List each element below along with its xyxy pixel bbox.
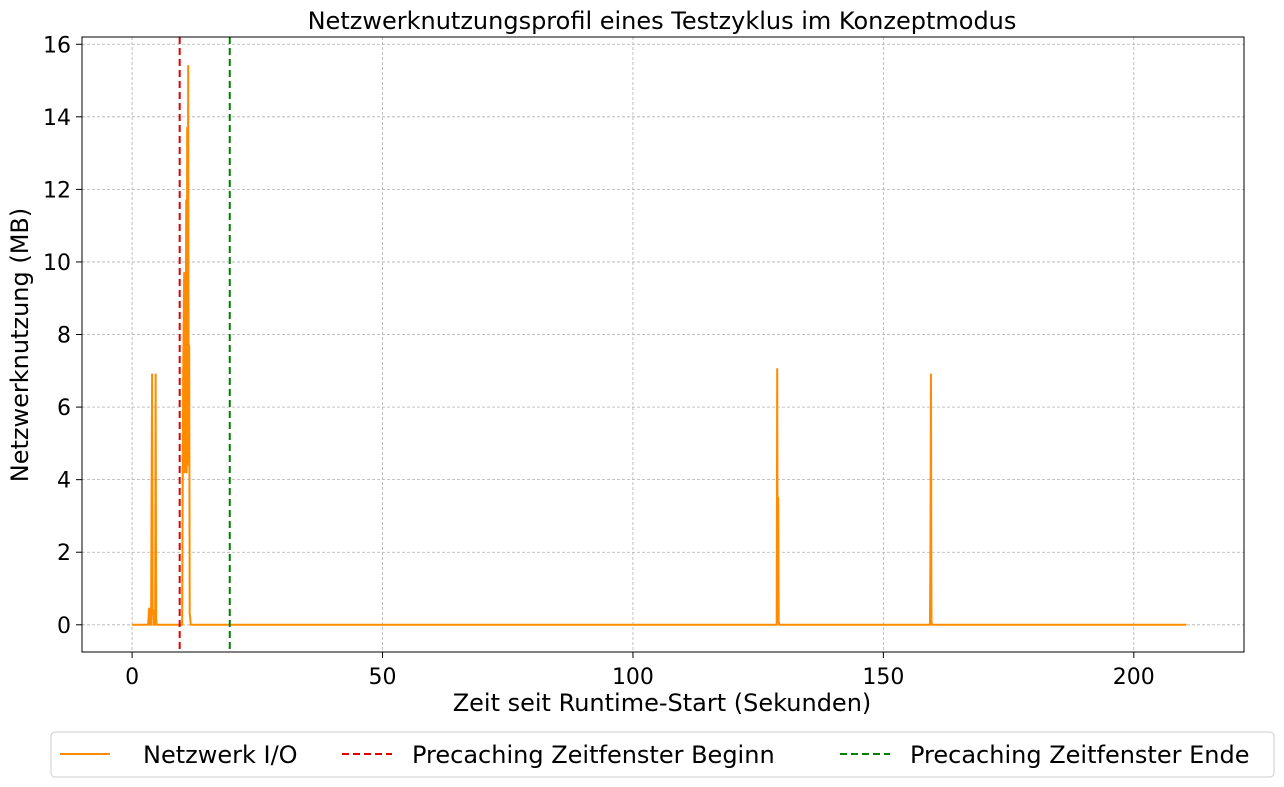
y-tick-label: 14 [43,106,71,131]
y-tick-label: 6 [57,396,71,421]
y-tick-label: 4 [57,469,71,494]
x-axis: 0 50 100 150 200 [125,652,1155,690]
x-tick-label: 100 [612,665,654,690]
series-line-netzwerk-io [132,65,1187,626]
y-tick-label: 8 [57,324,71,349]
grid [82,37,1244,652]
y-tick-label: 2 [57,541,71,566]
legend: Netzwerk I/O Precaching Zeitfenster Begi… [50,731,1275,778]
x-tick-label: 200 [1113,665,1155,690]
x-tick-label: 0 [125,665,139,690]
legend-label-precaching-beginn: Precaching Zeitfenster Beginn [412,741,775,769]
vline-layer [178,37,231,652]
x-axis-label: Zeit seit Runtime-Start (Sekunden) [453,689,872,717]
y-axis-label: Netzwerknutzung (MB) [6,208,34,483]
legend-label-netzwerk-io: Netzwerk I/O [143,741,298,769]
y-tick-label: 16 [43,33,71,58]
x-tick-label: 150 [862,665,904,690]
y-tick-label: 0 [57,614,71,639]
chart-title: Netzwerknutzungsprofil eines Testzyklus … [308,7,1017,35]
y-axis: 0 2 4 6 8 10 12 14 16 [43,33,82,639]
series-layer [132,65,1187,626]
plot-area [132,37,1187,652]
plot-frame [81,36,1245,653]
y-tick-label: 12 [43,178,71,203]
legend-label-precaching-ende: Precaching Zeitfenster Ende [910,741,1249,769]
y-tick-label: 10 [43,251,71,276]
x-tick-label: 50 [369,665,397,690]
legend-box [50,731,1275,778]
